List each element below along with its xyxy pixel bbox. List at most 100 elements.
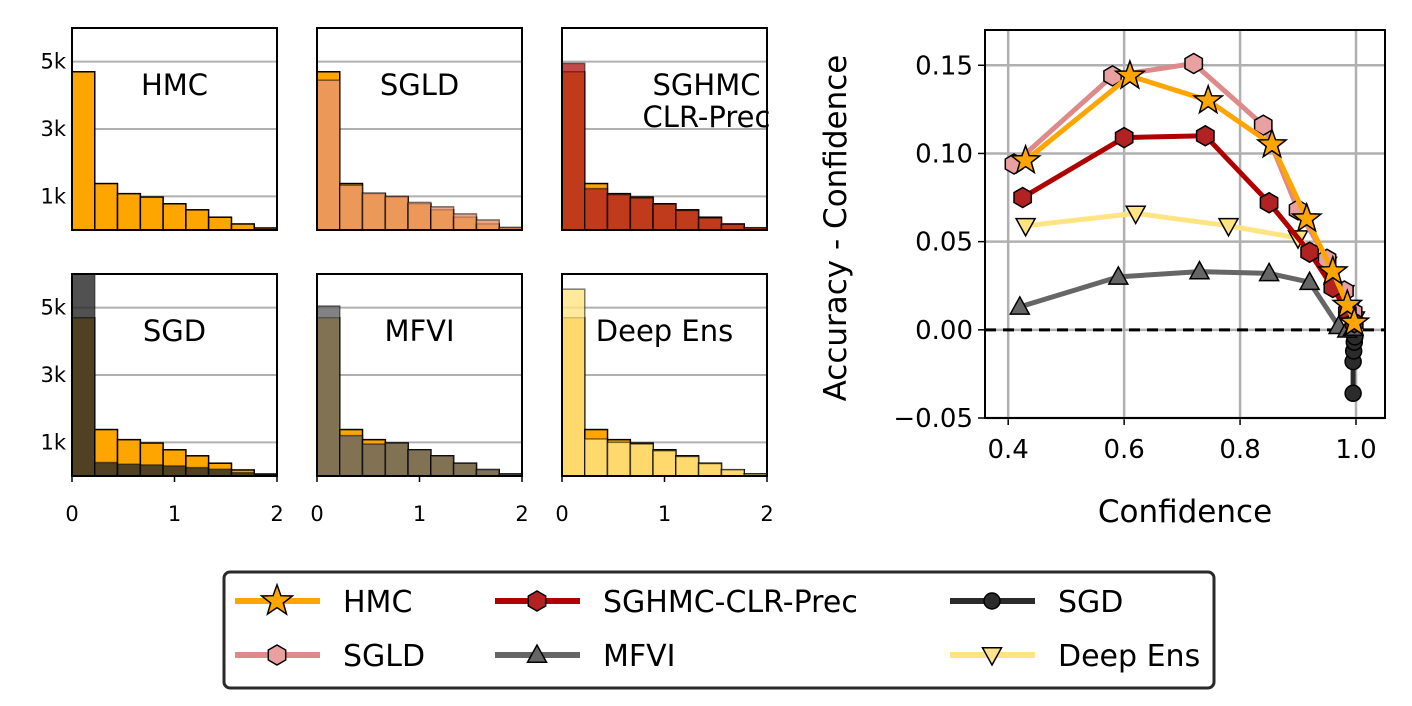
legend-marker [527,590,547,612]
panel-title: Deep Ens [596,314,733,348]
data-point [1344,384,1362,403]
series-sgd [1344,328,1364,403]
legend-entry-sgd: SGD [950,585,1123,620]
series-mfvi [1009,260,1364,338]
y-tick-label: 5k [40,50,66,74]
histogram-bar [675,455,700,477]
legend-marker [259,582,295,616]
x-tick-label: 2 [515,502,528,526]
histogram-bar [430,455,455,477]
legend-entry-sghmc-clr-prec: SGHMC-CLR-Prec [495,585,858,620]
y-tick-label: 3k [40,363,66,387]
histogram-panel-sgld: SGLD [316,27,523,231]
x-tick-label: 0 [65,502,78,526]
y-tick-label: 0.15 [915,51,973,81]
legend-label: MFVI [603,639,676,674]
plot-frame [984,29,1386,419]
legend-label: SGD [1058,585,1123,620]
x-tick-label: 2 [760,502,773,526]
data-point [1331,288,1364,319]
data-point [1107,265,1130,285]
histogram-bar [584,187,609,231]
data-point [1290,201,1324,233]
histogram-bar [139,464,164,477]
x-tick-label: 0 [310,502,323,526]
data-point [1298,270,1321,291]
x-tick-label: 0.8 [1219,435,1260,465]
histogram-bar [339,184,364,231]
panel-title: MFVI [384,314,454,348]
histogram-bar [697,462,723,477]
histogram-panel-deep-ens: Deep Ens 0 1 2 [555,273,774,526]
series-line [1019,269,1354,333]
panel-frame [316,27,523,231]
panel-frame [71,27,278,231]
histogram-bar [162,465,187,477]
legend-marker [983,592,1001,610]
histogram-bar [652,203,677,231]
histogram-bar [675,209,700,231]
histogram-bar [452,462,478,477]
histogram-bar [384,442,409,477]
histogram-bar [71,71,96,231]
histogram-bar [452,213,478,231]
x-axis-label: Confidence [1098,494,1272,530]
histogram-bar [139,196,164,231]
legend-marker [267,644,287,666]
histogram-bar [316,79,341,231]
legend-entry-hmc: HMC [235,582,412,620]
histogram-bar [185,466,210,477]
legend-marker [526,643,548,663]
x-tick-label: 1 [658,502,671,526]
y-tick-label: 1k [40,430,66,454]
histogram-bar [697,217,723,231]
x-tick-label: 0.4 [988,435,1029,465]
histogram-bar [561,288,586,477]
histogram-bar [629,443,654,477]
y-tick-label: 5k [40,296,66,320]
data-point [1259,191,1279,214]
histogram-bar [162,202,187,231]
legend-label: SGHMC-CLR-Prec [603,585,858,620]
y-tick-label: 1k [40,184,66,208]
y-tick-label: 0.05 [915,228,973,258]
data-point [1253,114,1273,137]
histogram-bar [475,219,500,231]
y-axis-label: Accuracy - Confidence [818,55,854,402]
histogram-bar [407,448,432,477]
x-tick-label: 0 [555,502,568,526]
histogram-bar [361,192,387,231]
x-tick-label: 1 [168,502,181,526]
calibration-plot: 0.4 0.6 0.8 1.0 −0.05 0.00 0.05 0.10 0.15 Confide… [818,29,1386,530]
data-point [1191,83,1225,115]
histogram-bar [116,463,142,477]
data-point [1014,217,1037,238]
histogram-bar [475,468,500,477]
histogram-bar [407,201,432,231]
y-tick-label: 0.10 [915,139,973,169]
legend: HMC SGLD SGHMC-CLR-Prec MFVI SGD Deep Ens [222,570,1216,690]
histogram-bar [207,216,233,231]
x-tick-label: 0.6 [1103,435,1144,465]
data-point [1013,186,1033,209]
histogram-bar [384,195,409,231]
y-tick-label: 3k [40,117,66,141]
histogram-bar [606,441,632,477]
y-tick-label: −0.05 [893,404,973,434]
histogram-panel-sgd: 5k 3k 1k SGD 0 1 2 [40,273,284,526]
x-tick-label: 1 [413,502,426,526]
data-point [1009,295,1031,315]
legend-label: HMC [343,585,412,620]
histogram-bar [629,197,654,231]
series-hmc [1009,58,1371,337]
histogram-bar [94,461,119,477]
histogram-bar [116,192,142,231]
histogram-bar [606,193,632,231]
histogram-bar [584,438,609,477]
y-tick-label: 0.00 [915,316,973,346]
histogram-bar [94,182,119,231]
data-point [1338,305,1371,337]
histogram-bar [185,209,210,231]
